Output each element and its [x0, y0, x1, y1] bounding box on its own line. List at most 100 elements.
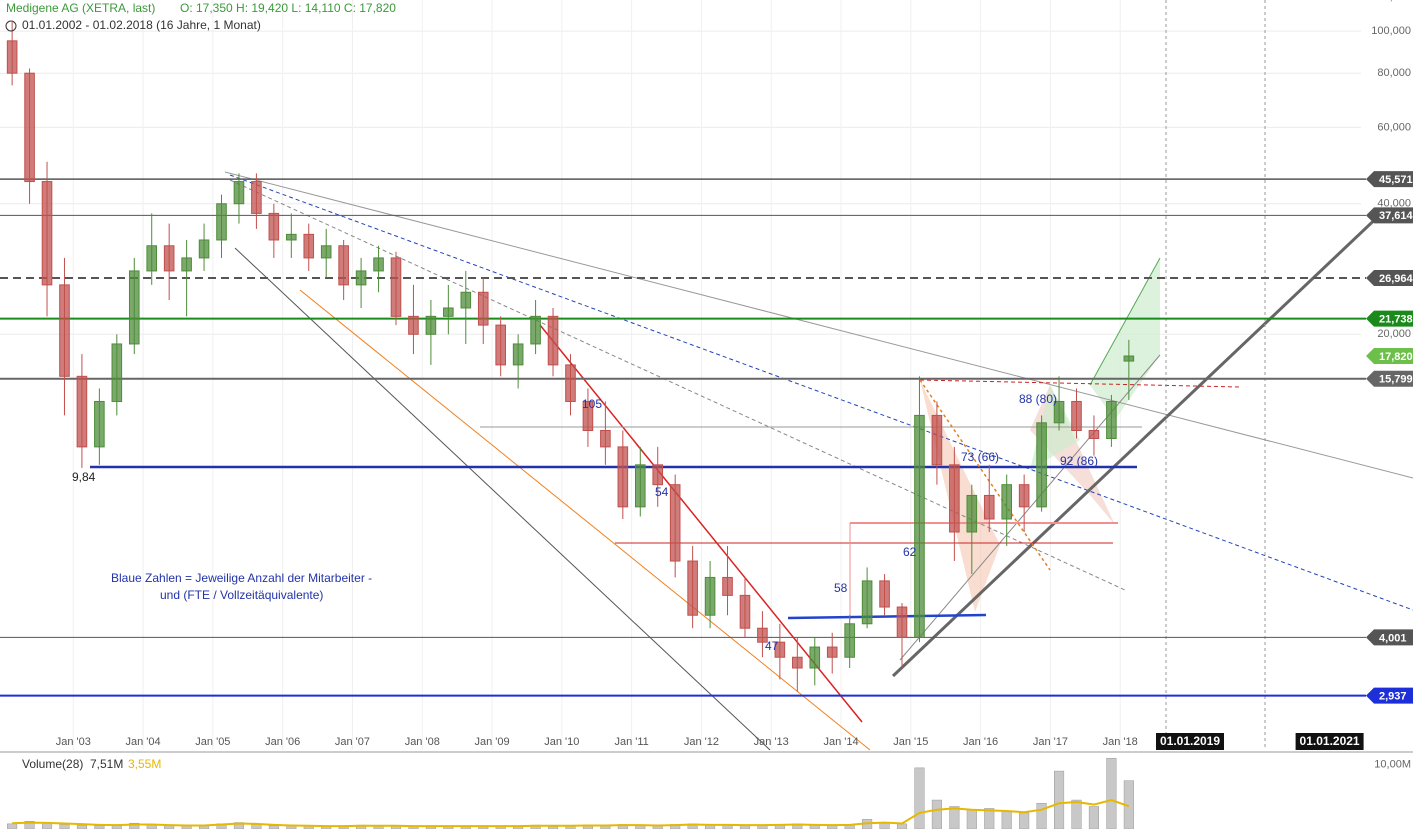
annotation: und (FTE / Vollzeitäquivalente) — [160, 588, 323, 602]
candle-body — [111, 343, 123, 402]
x-tick-label: Jan '11 — [614, 736, 648, 748]
x-tick-label: Jan '15 — [893, 736, 928, 748]
candle-body — [792, 656, 803, 669]
candle-body — [338, 245, 349, 286]
y-tick-label: 100,000 — [1371, 25, 1411, 37]
x-tick-label: Jan '03 — [56, 736, 91, 748]
annotation: 88 (80) — [1019, 392, 1057, 406]
candle-body — [355, 270, 367, 286]
level-label: 21,738 — [1379, 314, 1413, 326]
candle-body — [914, 414, 925, 638]
annotation: 73 (66) — [961, 450, 999, 464]
candle-body — [1088, 429, 1100, 440]
candle-body — [512, 343, 524, 366]
ohlc: O: 17,350 H: 19,420 L: 14,110 C: 17,820 — [180, 1, 396, 15]
future-tick-label: 01.01.2021 — [1300, 734, 1360, 748]
candle-body — [128, 270, 140, 345]
candle-body — [251, 181, 262, 214]
candle-body — [547, 315, 559, 366]
candle-body — [1018, 484, 1030, 508]
candle-body — [460, 291, 472, 309]
candle-body — [1036, 422, 1047, 508]
candle-body — [41, 181, 53, 286]
level-tag — [1366, 629, 1413, 646]
levels — [0, 178, 1366, 697]
candle-body — [233, 181, 245, 205]
annotation: 62 — [903, 545, 917, 559]
candle-body — [600, 429, 611, 448]
annotation: 58 — [834, 581, 848, 595]
candle-body — [1053, 400, 1065, 424]
candle-body — [477, 291, 489, 326]
candle-body — [94, 400, 105, 448]
candle-body — [443, 307, 454, 317]
volume-bar — [1106, 757, 1117, 829]
x-tick-label: Jan '09 — [474, 736, 509, 748]
candle-body — [565, 364, 576, 402]
x-tick-label: Jan '17 — [1033, 736, 1068, 748]
candle-body — [408, 315, 419, 335]
level-tag — [1366, 171, 1413, 188]
candle-body — [949, 464, 960, 533]
date-range: 01.01.2002 - 01.02.2018 (16 Jahre, 1 Mon… — [22, 18, 261, 32]
future-tick-label: 01.01.2019 — [1160, 734, 1220, 748]
candle-body — [1106, 400, 1117, 440]
candle-body — [390, 257, 402, 317]
volume-average: 3,55M — [128, 757, 161, 771]
candle-body — [59, 284, 70, 377]
volume-bar — [1019, 812, 1030, 829]
volume-bar — [76, 824, 87, 829]
x-tick-label: Jan '18 — [1103, 736, 1138, 748]
candle-body — [198, 239, 210, 259]
candle-body — [757, 627, 768, 643]
candle-body — [286, 233, 297, 241]
volume-bar — [1001, 810, 1012, 829]
candle-body — [931, 414, 943, 466]
volume-bar — [1088, 806, 1099, 829]
volume-bar — [1054, 770, 1065, 829]
y-tick-label: 60,000 — [1377, 121, 1411, 133]
level-label: 2,937 — [1379, 690, 1407, 702]
volume-title: Volume(28) — [22, 757, 83, 771]
grid — [0, 0, 1361, 750]
candle-body — [24, 72, 35, 183]
candle-body — [896, 606, 908, 638]
volume-bar — [896, 823, 908, 829]
level-label: 4,001 — [1379, 632, 1407, 644]
candle-body — [6, 40, 18, 74]
candle-body — [320, 245, 332, 259]
volume-bar — [251, 824, 262, 829]
level-tag — [1366, 370, 1413, 387]
candle-body — [495, 324, 506, 366]
candle-body — [826, 646, 838, 658]
volume-bar — [59, 824, 70, 829]
annotation: 54 — [655, 485, 669, 499]
candle-body — [652, 464, 664, 486]
candle-body — [617, 446, 629, 508]
candle-body — [582, 400, 594, 431]
candle-body — [425, 315, 437, 335]
volume-bar — [1071, 799, 1082, 829]
candle-body — [1123, 355, 1135, 362]
candle-body — [739, 594, 751, 629]
volume-bar — [1036, 803, 1047, 829]
y-tick-label: 80,000 — [1377, 67, 1411, 79]
level-label: 17,820 — [1379, 351, 1413, 363]
x-tick-label: Jan '10 — [544, 736, 579, 748]
clock-icon — [5, 20, 17, 32]
annotation: 105 — [582, 397, 602, 411]
x-tick-label: Jan '12 — [684, 736, 719, 748]
candle-body — [146, 245, 158, 272]
level-tag — [1366, 348, 1413, 365]
x-tick-label: Jan '06 — [265, 736, 300, 748]
candle-body — [861, 580, 873, 625]
annotation: 47 — [765, 639, 779, 653]
candle-body — [634, 464, 646, 508]
candle-body — [163, 245, 175, 272]
level-label: 37,614 — [1379, 210, 1413, 222]
x-tick-label: Jan '04 — [126, 736, 161, 748]
level-tag — [1366, 310, 1413, 327]
candles — [6, 21, 1135, 692]
level-label: 45,571 — [1379, 174, 1413, 186]
volume-bar — [914, 767, 925, 829]
